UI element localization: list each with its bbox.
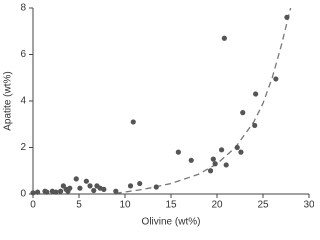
point xyxy=(207,168,214,174)
point xyxy=(223,162,229,168)
point xyxy=(60,183,66,189)
x-tick-label: 0 xyxy=(30,200,36,211)
point xyxy=(44,189,50,195)
point xyxy=(35,189,41,195)
point xyxy=(238,149,244,155)
y-tick-label: 8 xyxy=(20,3,26,14)
x-tick-label: 20 xyxy=(211,200,223,211)
point xyxy=(73,176,79,182)
point xyxy=(30,190,36,196)
point xyxy=(219,147,225,153)
fit-curve xyxy=(115,7,292,194)
x-axis-label: Olivine (wt%) xyxy=(142,217,201,228)
point xyxy=(53,189,59,195)
x-tick-label: 10 xyxy=(119,200,131,211)
point xyxy=(212,161,218,167)
point xyxy=(188,157,194,163)
chart: Olivine (wt%) Apatite (wt%) 0 5 10 15 20 25 30… xyxy=(3,3,314,228)
y-tick-label: 2 xyxy=(20,142,26,153)
point xyxy=(221,35,227,41)
y-tick-label: 0 xyxy=(20,189,26,200)
point xyxy=(240,110,246,116)
x-tick-label: 15 xyxy=(165,200,177,211)
point xyxy=(284,14,290,20)
point xyxy=(67,185,73,191)
x-tick-label: 30 xyxy=(303,200,314,211)
point xyxy=(234,144,240,151)
point xyxy=(130,119,136,125)
point xyxy=(87,183,93,189)
point xyxy=(113,188,119,194)
x-tick-label: 25 xyxy=(257,200,269,211)
point xyxy=(153,184,159,190)
y-tick-label: 4 xyxy=(20,96,26,107)
y-tick-label: 6 xyxy=(20,49,26,60)
point xyxy=(175,149,181,155)
y-axis-label: Apatite (wt%) xyxy=(3,71,14,130)
point xyxy=(252,122,258,129)
x-tick-label: 5 xyxy=(76,200,82,211)
point xyxy=(58,188,64,194)
point xyxy=(210,156,216,162)
point xyxy=(253,91,259,97)
point xyxy=(77,185,83,191)
point xyxy=(83,178,89,184)
point xyxy=(137,180,143,187)
point xyxy=(273,76,279,82)
point xyxy=(127,183,134,189)
point xyxy=(91,187,97,194)
point xyxy=(101,186,107,192)
